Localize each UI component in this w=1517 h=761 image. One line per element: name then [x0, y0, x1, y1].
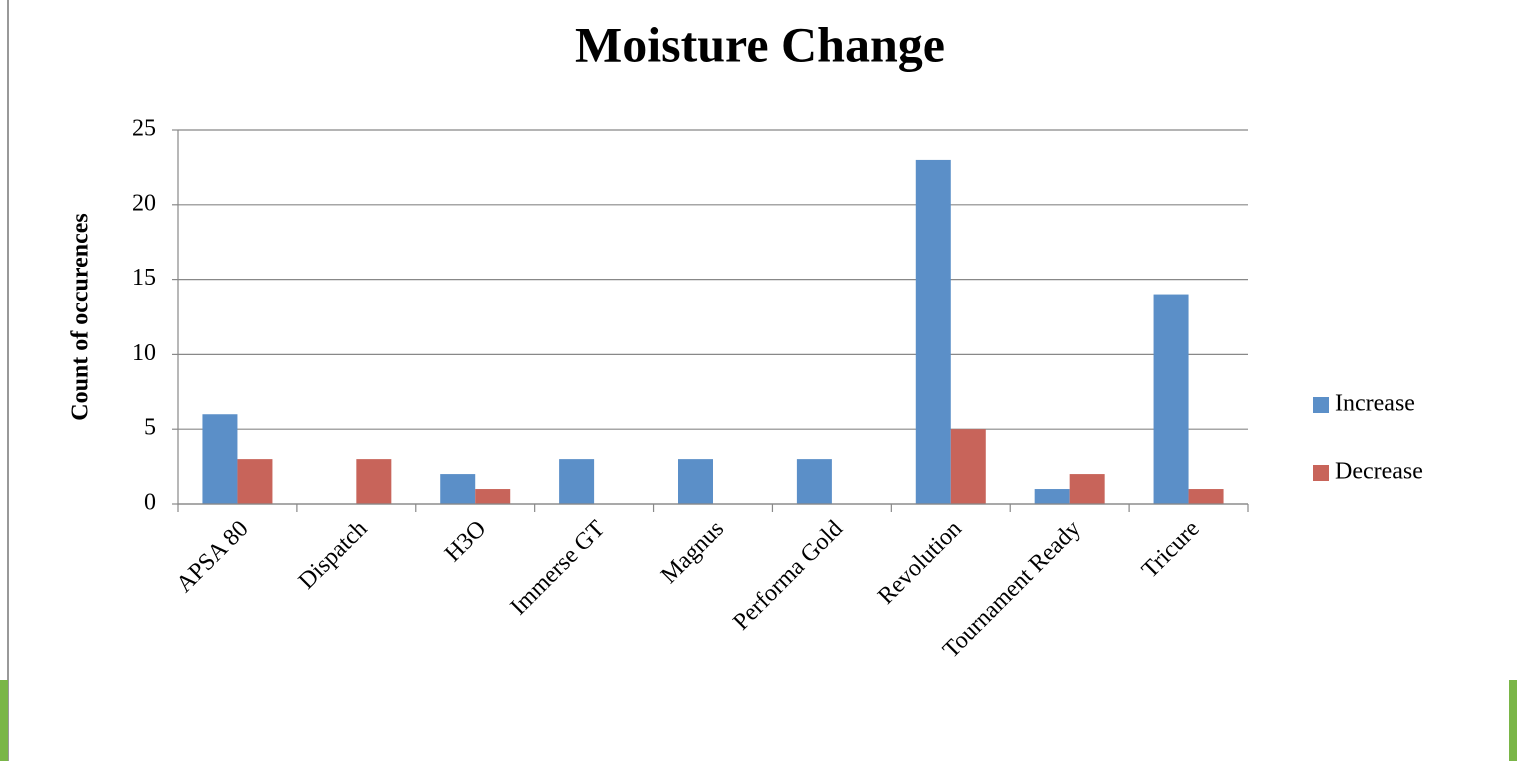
- bar: [475, 489, 511, 504]
- legend-swatch: [1313, 397, 1329, 413]
- decor-left: [0, 680, 8, 761]
- bar: [202, 414, 238, 504]
- bar: [1034, 489, 1070, 504]
- bar: [237, 459, 273, 504]
- legend-label: Decrease: [1335, 459, 1423, 485]
- bar: [1188, 489, 1224, 504]
- y-tick-label: 15: [132, 265, 156, 291]
- x-tick-label: APSA 80: [172, 516, 254, 598]
- x-tick-label: Magnus: [656, 516, 729, 589]
- x-tick-label: Performa Gold: [728, 516, 848, 636]
- bar: [559, 459, 595, 504]
- y-tick-label: 20: [132, 190, 156, 216]
- x-tick-label: Revolution: [873, 516, 967, 610]
- x-tick-label: Tricure: [1137, 516, 1205, 584]
- bar: [1069, 474, 1105, 504]
- y-axis-label: Count of occurences: [68, 213, 94, 421]
- y-tick-label: 0: [144, 490, 156, 516]
- x-tick-label: Dispatch: [294, 516, 373, 595]
- x-tick-label: Immerse GT: [506, 516, 611, 621]
- legend-label: Increase: [1335, 391, 1415, 417]
- bar: [796, 459, 832, 504]
- chart-title: Moisture Change: [575, 16, 945, 72]
- bar: [678, 459, 713, 504]
- y-tick-label: 25: [132, 116, 156, 142]
- bar: [950, 429, 986, 504]
- y-tick-label: 5: [144, 415, 156, 441]
- decor-right: [1509, 680, 1517, 761]
- x-tick-label: H3O: [440, 516, 491, 567]
- bar: [440, 474, 476, 504]
- bar: [915, 159, 951, 505]
- y-tick-label: 10: [132, 340, 156, 366]
- bar: [356, 459, 392, 504]
- legend-swatch: [1313, 465, 1329, 481]
- bar: [1153, 294, 1189, 504]
